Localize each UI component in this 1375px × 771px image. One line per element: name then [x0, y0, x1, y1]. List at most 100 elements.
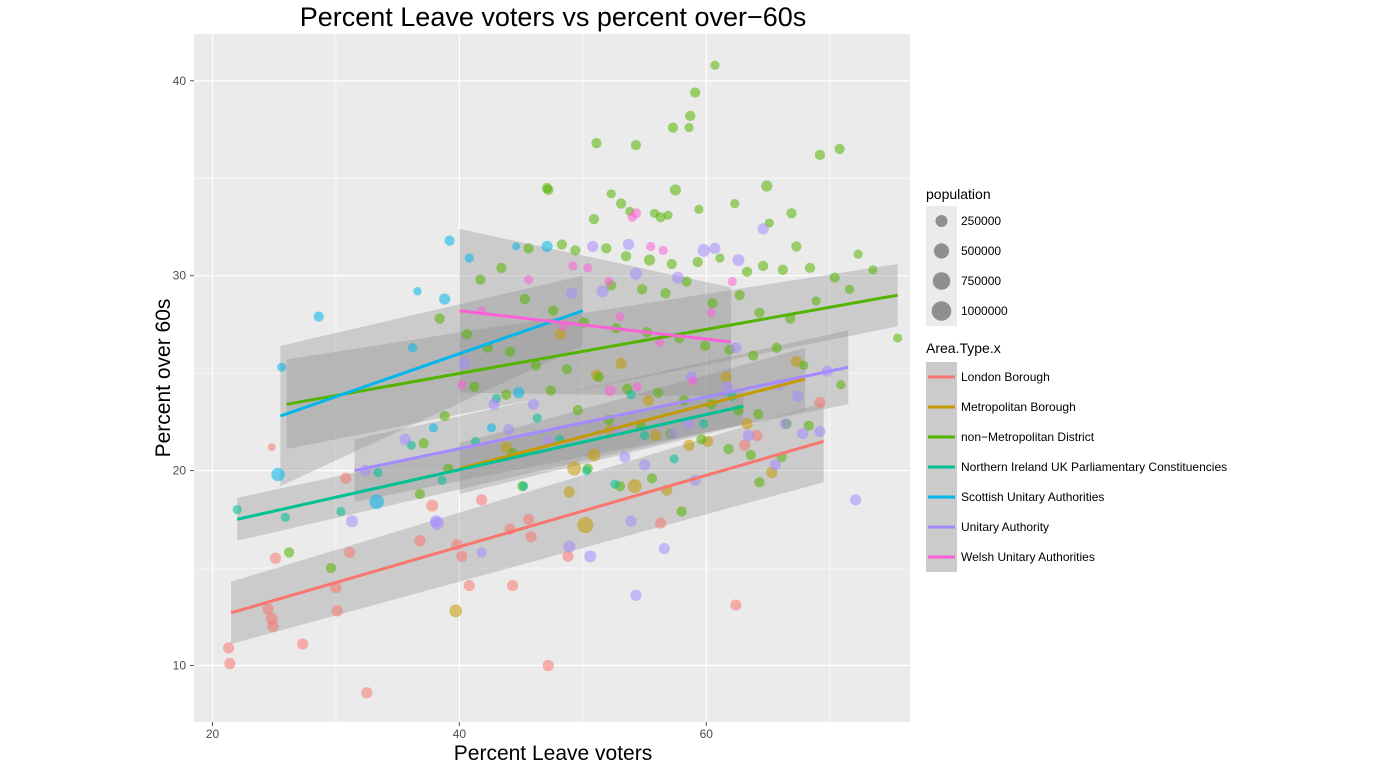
data-point: [563, 486, 575, 498]
data-point: [658, 245, 668, 255]
data-point: [343, 546, 356, 559]
data-point: [650, 429, 662, 442]
data-point: [646, 241, 656, 252]
data-point: [444, 235, 455, 246]
data-point: [340, 472, 352, 484]
size-legend-circle: [935, 215, 948, 227]
data-point: [476, 494, 488, 506]
data-point: [486, 423, 497, 433]
data-point: [834, 143, 845, 155]
data-point: [224, 657, 236, 670]
data-point: [850, 494, 862, 506]
data-point: [748, 350, 759, 361]
data-point: [429, 515, 442, 528]
data-point: [437, 475, 447, 485]
data-point: [512, 242, 521, 251]
data-point: [690, 87, 701, 98]
data-point: [667, 427, 679, 440]
data-point: [593, 371, 605, 383]
data-point: [709, 242, 721, 254]
trend-line: [354, 365, 849, 473]
data-point: [720, 371, 732, 383]
data-point: [671, 271, 684, 284]
data-point: [519, 293, 530, 305]
data-point: [814, 425, 826, 438]
y-axis-title: Percent over 60s: [152, 299, 175, 458]
data-point: [642, 394, 654, 407]
data-point: [683, 439, 695, 451]
data-point: [620, 251, 632, 262]
data-point: [232, 504, 242, 515]
data-point: [742, 429, 754, 442]
data-point: [666, 258, 677, 270]
data-point: [669, 184, 682, 196]
data-point: [638, 459, 651, 471]
data-point: [627, 212, 637, 222]
data-point: [346, 515, 359, 528]
trend-line: [459, 309, 732, 344]
data-point: [721, 381, 733, 393]
data-point: [615, 357, 627, 369]
data-point: [745, 449, 756, 461]
data-point: [710, 60, 720, 70]
data-point: [456, 550, 468, 562]
data-point: [530, 360, 542, 371]
trend-line: [459, 377, 806, 471]
data-point: [604, 276, 614, 287]
data-point: [814, 396, 826, 408]
data-point: [632, 382, 642, 392]
data-point: [458, 357, 471, 370]
data-point: [461, 329, 472, 340]
data-point: [757, 260, 769, 272]
data-point: [741, 266, 753, 277]
grid-lines: [194, 34, 910, 722]
data-point: [655, 517, 667, 529]
data-point: [619, 451, 631, 463]
data-point: [513, 387, 525, 399]
data-point: [814, 149, 826, 160]
data-point: [399, 433, 411, 445]
data-point: [262, 603, 274, 615]
data-point: [803, 420, 814, 431]
data-point: [604, 385, 616, 397]
data-point: [331, 605, 343, 617]
data-point: [601, 243, 612, 254]
trend-line: [236, 404, 744, 521]
data-point: [829, 272, 840, 283]
data-point: [694, 204, 704, 215]
data-point: [439, 293, 451, 305]
data-point: [475, 274, 486, 285]
data-point: [541, 240, 553, 253]
chart-title: Percent Leave voters vs percent over−60s: [300, 2, 807, 32]
x-axis-title: Percent Leave voters: [454, 742, 652, 765]
data-point: [730, 198, 740, 209]
data-point: [683, 418, 695, 430]
data-point: [577, 517, 594, 534]
x-tick-label: 20: [206, 727, 220, 741]
data-point: [630, 139, 642, 151]
data-point: [627, 479, 642, 494]
data-point: [771, 342, 782, 353]
data-point: [271, 467, 285, 482]
x-tick-label: 60: [700, 727, 714, 741]
data-point: [584, 550, 597, 563]
trend-lines: [230, 293, 898, 615]
size-legend-label: 1000000: [961, 304, 1008, 318]
data-point: [525, 531, 537, 543]
data-point: [606, 189, 616, 199]
trend-line: [230, 439, 825, 615]
data-point: [777, 264, 788, 275]
data-point: [786, 208, 797, 219]
data-point: [696, 434, 707, 445]
confidence-ribbon: [459, 347, 806, 494]
color-legend-label: Unitary Authority: [961, 520, 1049, 534]
data-point: [543, 184, 554, 196]
data-point: [723, 443, 734, 455]
data-point: [625, 515, 637, 527]
data-point: [562, 550, 574, 562]
data-point: [567, 461, 582, 476]
data-point: [636, 284, 648, 295]
data-point: [804, 262, 816, 274]
data-point: [684, 122, 694, 133]
color-legend-label: Metropolitan Borough: [961, 400, 1076, 414]
